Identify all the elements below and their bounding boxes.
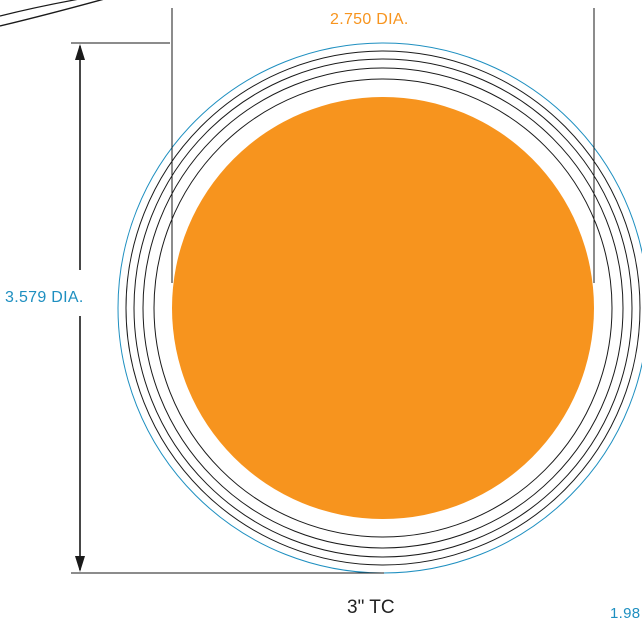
ring-4 — [153, 78, 613, 538]
overlapping-circle-arc-outer — [0, 0, 104, 27]
left-diameter-label: 3.579 DIA. — [5, 289, 84, 306]
orange-disc — [172, 97, 594, 519]
ring-3 — [142, 67, 624, 549]
drawing-title: 3" TC — [347, 597, 395, 618]
ring-2 — [133, 58, 633, 558]
right-partial-label: 1.98 — [610, 605, 641, 622]
left-dimension-arrow-top — [75, 44, 85, 60]
top-diameter-label: 2.750 DIA. — [330, 11, 409, 28]
left-dimension-arrow-bottom — [75, 556, 85, 572]
overlapping-circle-arc-inner — [0, 0, 78, 17]
ring-1 — [125, 50, 641, 566]
